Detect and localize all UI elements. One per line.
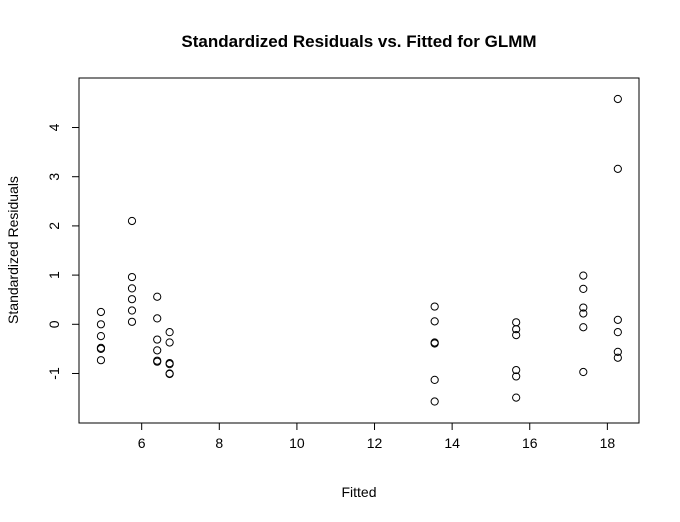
data-point (430, 302, 439, 311)
data-point (153, 346, 162, 355)
data-point (153, 314, 162, 323)
data-points (96, 94, 622, 406)
data-point (165, 360, 174, 369)
data-point (96, 331, 106, 341)
data-point (153, 357, 162, 366)
y-tick-label: 4 (46, 123, 62, 131)
data-point (579, 271, 588, 280)
data-point (579, 284, 588, 293)
data-point (613, 353, 622, 362)
data-point (613, 164, 622, 173)
data-point (430, 339, 439, 348)
data-point (127, 272, 137, 282)
data-point (512, 372, 521, 381)
data-point (579, 309, 588, 318)
data-point (153, 335, 162, 344)
y-tick-label: -1 (46, 367, 62, 380)
data-point (430, 317, 439, 326)
data-point (96, 320, 106, 329)
data-point (127, 306, 137, 315)
x-tick-label: 12 (367, 435, 383, 451)
data-point (613, 315, 622, 324)
data-point (127, 295, 137, 304)
x-tick-label: 10 (289, 435, 305, 451)
y-tick-label: 1 (46, 271, 62, 279)
x-tick-label: 16 (522, 435, 538, 451)
y-axis: -1 0 1 2 3 4 (46, 123, 80, 380)
data-point (512, 318, 521, 327)
data-point (165, 338, 174, 347)
data-point (512, 365, 521, 375)
x-tick-label: 14 (444, 435, 460, 451)
data-point (165, 369, 174, 379)
data-point (96, 344, 106, 353)
data-point (613, 328, 622, 337)
data-point (512, 331, 521, 340)
data-point (96, 307, 106, 317)
data-point (127, 216, 137, 226)
plot-box (78, 77, 640, 424)
y-tick-label: 2 (46, 222, 62, 230)
data-point (127, 284, 137, 293)
data-point (96, 356, 106, 365)
y-tick-label: 0 (46, 320, 62, 328)
data-point (165, 328, 174, 337)
x-tick-label: 6 (138, 435, 146, 451)
data-point (613, 347, 622, 356)
data-point (127, 317, 137, 326)
data-point (430, 397, 439, 406)
data-point (512, 393, 521, 402)
data-point (579, 367, 588, 377)
chart-title: Standardized Residuals vs. Fitted for GL… (181, 32, 536, 51)
data-point (579, 323, 588, 332)
x-axis: 6 8 10 12 14 16 18 (138, 422, 616, 451)
y-tick-label: 3 (46, 173, 62, 181)
x-axis-label: Fitted (341, 484, 376, 500)
x-tick-label: 8 (215, 435, 223, 451)
data-point (512, 325, 521, 334)
x-tick-label: 18 (600, 435, 616, 451)
data-point (430, 375, 439, 384)
y-axis-label: Standardized Residuals (5, 176, 21, 324)
data-point (153, 292, 162, 301)
data-point (613, 94, 622, 104)
data-point (579, 303, 588, 312)
